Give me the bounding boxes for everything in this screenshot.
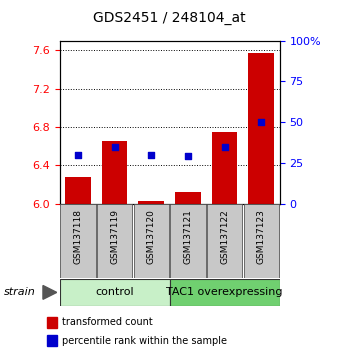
Text: GSM137119: GSM137119 [110, 210, 119, 264]
Point [112, 144, 117, 149]
Bar [60, 279, 169, 306]
Point [258, 119, 264, 125]
Point [149, 152, 154, 158]
Text: strain: strain [3, 287, 35, 297]
Bar [97, 204, 132, 278]
Text: GSM137120: GSM137120 [147, 210, 156, 264]
Bar [65, 177, 91, 204]
Bar [134, 204, 169, 278]
Text: GSM137122: GSM137122 [220, 210, 229, 264]
Bar [47, 335, 57, 346]
Bar [170, 204, 206, 278]
Bar [47, 317, 57, 328]
Point [185, 154, 191, 159]
Text: transformed count: transformed count [62, 318, 152, 327]
Polygon shape [43, 285, 57, 299]
Point [222, 144, 227, 149]
Bar [138, 201, 164, 204]
Text: GDS2451 / 248104_at: GDS2451 / 248104_at [93, 11, 246, 25]
Text: control: control [95, 287, 134, 297]
Text: GSM137118: GSM137118 [74, 210, 83, 264]
Bar [244, 204, 279, 278]
Bar [175, 192, 201, 204]
Bar [207, 204, 242, 278]
Bar [212, 132, 237, 204]
Bar [60, 204, 95, 278]
Text: percentile rank within the sample: percentile rank within the sample [62, 336, 226, 346]
Bar [169, 279, 280, 306]
Point [75, 152, 81, 158]
Bar [102, 141, 128, 204]
Bar [249, 53, 274, 204]
Text: GSM137123: GSM137123 [257, 210, 266, 264]
Text: TAC1 overexpressing: TAC1 overexpressing [166, 287, 283, 297]
Text: GSM137121: GSM137121 [183, 210, 192, 264]
